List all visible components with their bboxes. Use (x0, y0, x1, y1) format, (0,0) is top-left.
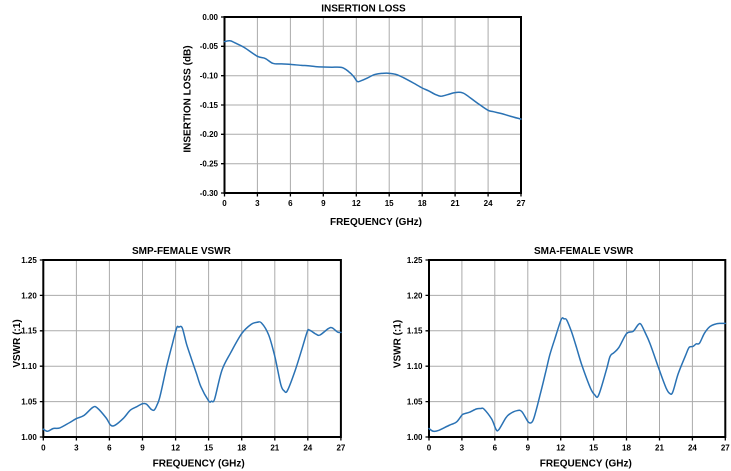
svg-text:1.05: 1.05 (407, 398, 423, 407)
svg-text:3: 3 (255, 199, 260, 208)
svg-text:SMA-FEMALE VSWR: SMA-FEMALE VSWR (534, 246, 634, 257)
svg-text:0: 0 (41, 444, 46, 453)
svg-text:FREQUENCY (GHz): FREQUENCY (GHz) (540, 459, 632, 470)
svg-text:1.25: 1.25 (407, 256, 423, 265)
svg-text:1.00: 1.00 (21, 433, 37, 442)
svg-text:24: 24 (688, 444, 697, 453)
svg-text:-0.25: -0.25 (200, 160, 219, 169)
svg-text:18: 18 (237, 444, 246, 453)
svg-text:1.05: 1.05 (21, 398, 37, 407)
svg-text:3: 3 (74, 444, 79, 453)
svg-text:-0.15: -0.15 (200, 101, 219, 110)
svg-text:1.15: 1.15 (21, 327, 37, 336)
svg-text:24: 24 (484, 199, 493, 208)
svg-text:27: 27 (517, 199, 526, 208)
svg-text:9: 9 (140, 444, 145, 453)
svg-text:9: 9 (321, 199, 326, 208)
svg-text:1.25: 1.25 (21, 256, 37, 265)
svg-text:12: 12 (352, 199, 361, 208)
svg-text:FREQUENCY (GHz): FREQUENCY (GHz) (153, 459, 245, 470)
svg-text:15: 15 (204, 444, 213, 453)
svg-text:21: 21 (270, 444, 279, 453)
svg-text:9: 9 (526, 444, 531, 453)
svg-text:VSWR (:1): VSWR (:1) (12, 319, 23, 367)
svg-text:12: 12 (171, 444, 180, 453)
svg-text:1.20: 1.20 (407, 291, 423, 300)
svg-text:FREQUENCY (GHz): FREQUENCY (GHz) (330, 217, 422, 228)
svg-text:12: 12 (556, 444, 565, 453)
svg-text:1.20: 1.20 (21, 291, 37, 300)
svg-text:27: 27 (336, 444, 345, 453)
svg-text:SMP-FEMALE VSWR: SMP-FEMALE VSWR (132, 246, 232, 257)
svg-text:6: 6 (107, 444, 112, 453)
svg-text:21: 21 (655, 444, 664, 453)
svg-text:1.00: 1.00 (407, 433, 423, 442)
svg-text:18: 18 (418, 199, 427, 208)
svg-text:0: 0 (222, 199, 227, 208)
svg-text:15: 15 (589, 444, 598, 453)
svg-text:15: 15 (385, 199, 394, 208)
svg-text:INSERTION LOSS (dB): INSERTION LOSS (dB) (183, 45, 194, 152)
svg-text:INSERTION LOSS: INSERTION LOSS (321, 4, 406, 15)
svg-text:-0.05: -0.05 (200, 42, 219, 51)
svg-text:VSWR (:1): VSWR (:1) (392, 320, 403, 368)
svg-text:21: 21 (451, 199, 460, 208)
svg-text:1.10: 1.10 (21, 362, 37, 371)
svg-text:6: 6 (288, 199, 293, 208)
svg-text:3: 3 (460, 444, 465, 453)
svg-text:18: 18 (622, 444, 631, 453)
svg-text:6: 6 (493, 444, 498, 453)
svg-text:-0.20: -0.20 (200, 130, 219, 139)
svg-text:27: 27 (721, 444, 730, 453)
svg-text:1.15: 1.15 (407, 327, 423, 336)
svg-text:1.10: 1.10 (407, 362, 423, 371)
svg-text:-0.10: -0.10 (200, 72, 219, 81)
svg-text:0.00: 0.00 (202, 13, 218, 22)
svg-text:-0.30: -0.30 (200, 189, 219, 198)
svg-text:0: 0 (427, 444, 432, 453)
svg-text:24: 24 (303, 444, 312, 453)
